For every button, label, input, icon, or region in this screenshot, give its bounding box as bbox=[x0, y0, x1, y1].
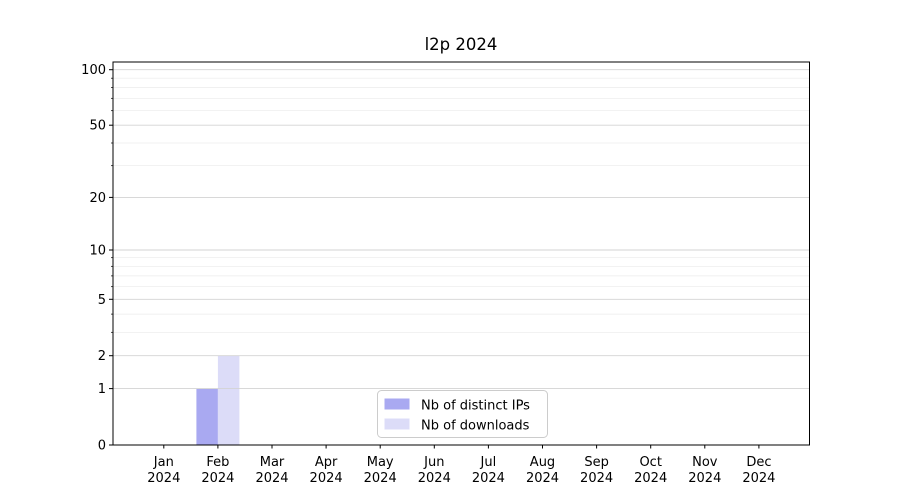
grid-layer bbox=[113, 69, 810, 390]
bar-nb-of-distinct-ips-feb-2024 bbox=[196, 388, 218, 445]
x-tick-label-month: Jan bbox=[153, 455, 174, 470]
legend-swatch-downloads bbox=[384, 418, 410, 430]
x-tick-label-month: Apr bbox=[315, 455, 338, 470]
chart-title: l2p 2024 bbox=[425, 35, 498, 54]
x-tick-label-month: Oct bbox=[639, 455, 661, 470]
legend-label-downloads: Nb of downloads bbox=[421, 419, 530, 434]
legend: Nb of distinct IPs Nb of downloads bbox=[377, 390, 548, 438]
y-tick-label: 2 bbox=[98, 349, 106, 364]
x-tick-label-month: Jun bbox=[423, 455, 444, 470]
x-tick-label-month: Nov bbox=[692, 455, 718, 470]
x-tick-label-month: Aug bbox=[530, 455, 555, 470]
x-tick-label-year: 2024 bbox=[580, 471, 613, 486]
x-tick-label-month: May bbox=[367, 455, 394, 470]
x-tick-label-year: 2024 bbox=[472, 471, 505, 486]
x-tick-label-year: 2024 bbox=[526, 471, 559, 486]
x-tick-label-month: Sep bbox=[584, 455, 609, 470]
x-tick-label-year: 2024 bbox=[418, 471, 451, 486]
legend-label-distinct-ips: Nb of distinct IPs bbox=[421, 399, 530, 414]
x-tick-label-month: Jul bbox=[480, 455, 497, 470]
x-tick-label-year: 2024 bbox=[688, 471, 721, 486]
x-tick-label-year: 2024 bbox=[201, 471, 234, 486]
legend-swatch-distinct-ips bbox=[384, 398, 410, 410]
y-tick-label: 20 bbox=[89, 191, 106, 206]
x-tick-label-year: 2024 bbox=[147, 471, 180, 486]
x-tick-label-year: 2024 bbox=[310, 471, 343, 486]
axes-layer: 0125102050100Jan2024Feb2024Mar2024Apr202… bbox=[81, 61, 810, 486]
y-tick-label: 0 bbox=[98, 439, 106, 454]
y-tick-label: 50 bbox=[89, 119, 106, 134]
x-tick-label-year: 2024 bbox=[634, 471, 667, 486]
x-tick-label-year: 2024 bbox=[364, 471, 397, 486]
y-tick-label: 1 bbox=[98, 382, 106, 397]
y-tick-label: 100 bbox=[81, 63, 106, 78]
legend-box bbox=[377, 390, 548, 438]
x-tick-label-year: 2024 bbox=[742, 471, 775, 486]
plot-frame bbox=[112, 61, 810, 446]
x-tick-label-month: Feb bbox=[206, 455, 229, 470]
x-tick-label-month: Dec bbox=[746, 455, 771, 470]
bars-layer bbox=[196, 355, 240, 445]
y-tick-label: 5 bbox=[98, 293, 106, 308]
bar-nb-of-downloads-feb-2024 bbox=[217, 355, 240, 445]
x-tick-label-month: Mar bbox=[260, 455, 285, 470]
y-tick-label: 10 bbox=[89, 244, 106, 259]
x-tick-label-year: 2024 bbox=[255, 471, 288, 486]
